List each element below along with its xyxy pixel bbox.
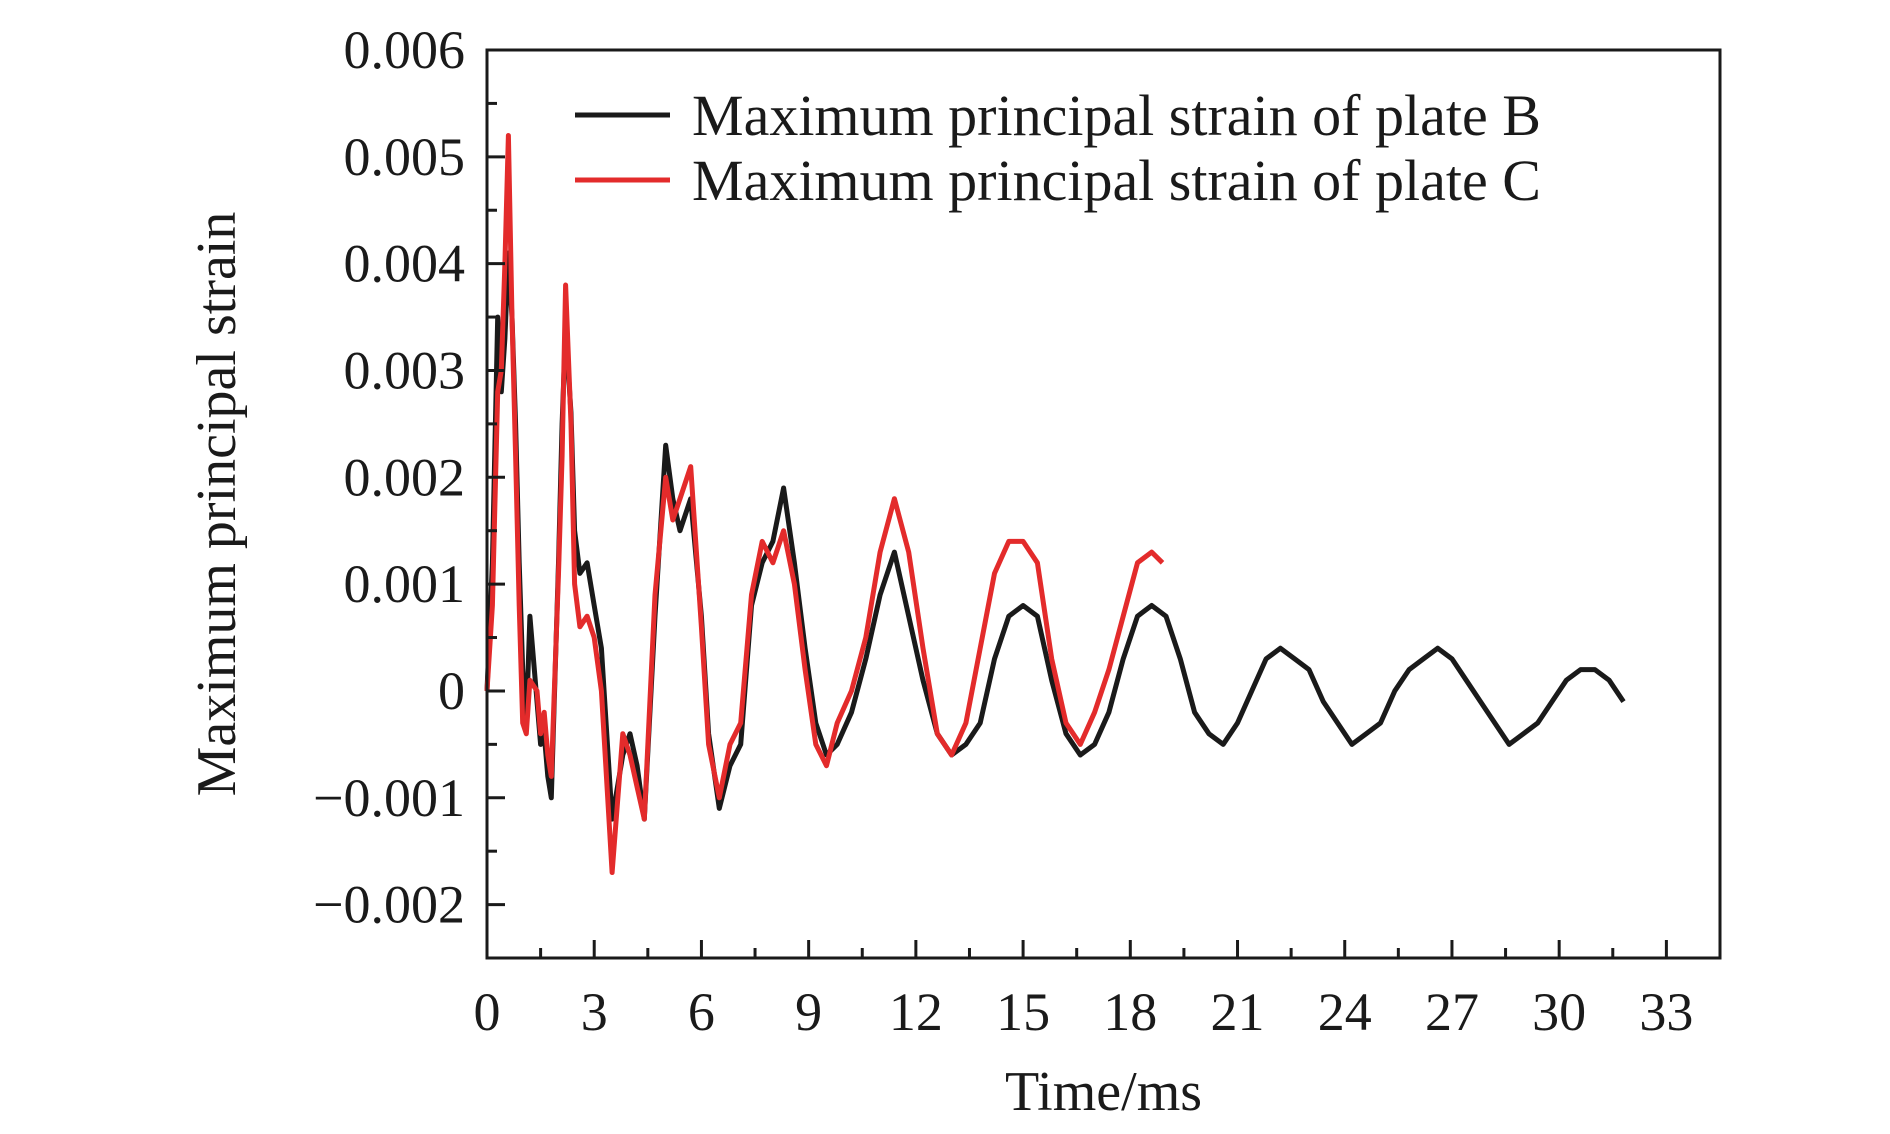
tick-marks (485, 48, 1668, 958)
x-tick-label: 27 (1425, 982, 1479, 1042)
y-tick-label: 0.006 (344, 20, 466, 80)
x-tick-label: 21 (1211, 982, 1265, 1042)
y-tick-label: 0.001 (344, 554, 466, 614)
x-tick-label: 12 (889, 982, 943, 1042)
x-tick-label: 9 (795, 982, 822, 1042)
legend: Maximum principal strain of plate BMaxim… (575, 83, 1541, 213)
x-tick-label: 24 (1318, 982, 1372, 1042)
series-line-1 (484, 250, 1626, 822)
series-lines (484, 133, 1626, 875)
y-tick-label: 0.005 (344, 127, 466, 187)
x-tick-label: 30 (1532, 982, 1586, 1042)
legend-label-2: Maximum principal strain of plate C (692, 148, 1541, 213)
y-tick-label: −0.001 (313, 768, 465, 828)
y-tick-label: 0.002 (344, 447, 466, 507)
y-tick-label: 0.003 (344, 340, 466, 400)
x-tick-label: 18 (1103, 982, 1157, 1042)
x-tick-label: 0 (474, 982, 501, 1042)
x-tick-label: 3 (581, 982, 608, 1042)
x-tick-label: 6 (688, 982, 715, 1042)
y-tick-label: 0.004 (344, 234, 466, 294)
y-tick-label: −0.002 (313, 875, 465, 935)
y-axis-title: Maximum principal strain (186, 212, 248, 797)
x-tick-label: 15 (996, 982, 1050, 1042)
x-tick-label: 33 (1639, 982, 1693, 1042)
x-axis-title: Time/ms (1005, 1061, 1202, 1123)
y-tick-label: 0 (438, 661, 465, 721)
axes (485, 48, 1722, 960)
tick-labels: 0 3 6 9 12 15 18 21 24 27 30 33 −0.002 −0.001 0 0.001 0.… (313, 20, 1693, 1042)
legend-label-1: Maximum principal strain of plate B (692, 83, 1541, 148)
series-line-2 (484, 133, 1165, 875)
plot-frame (485, 48, 1722, 960)
